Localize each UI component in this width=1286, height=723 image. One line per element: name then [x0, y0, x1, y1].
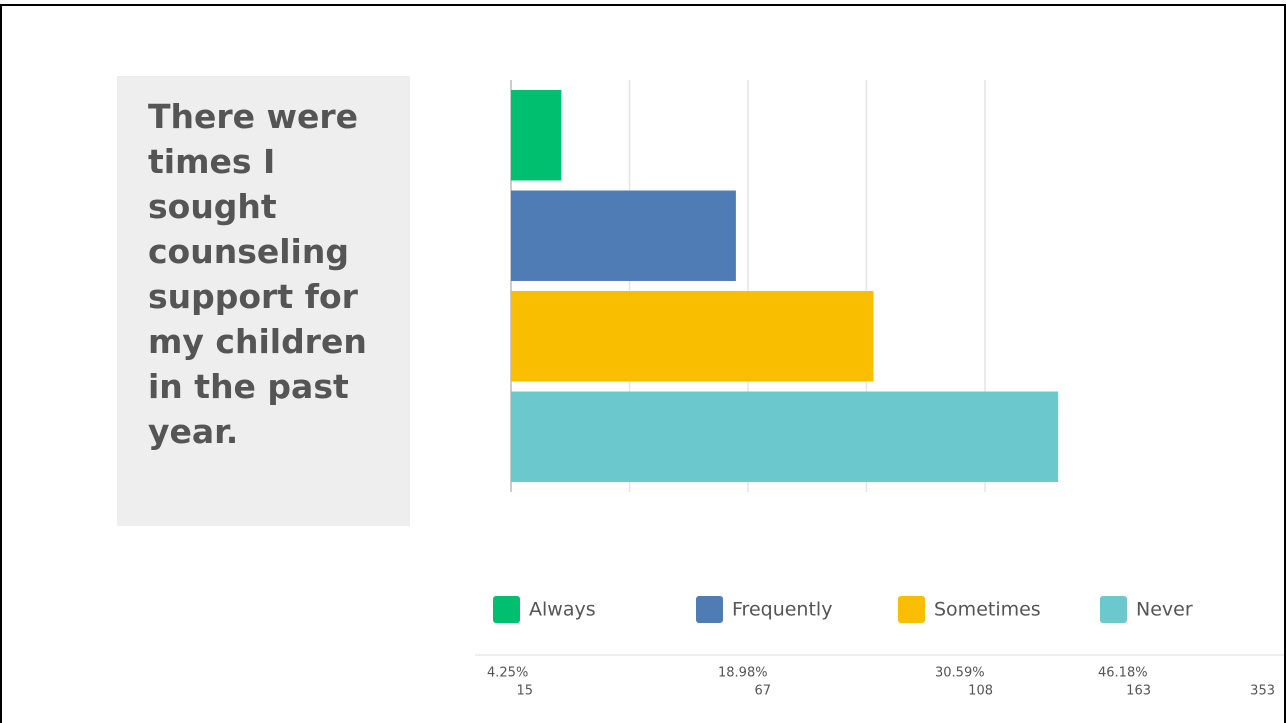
bar — [511, 190, 736, 281]
count-label: 108 — [968, 684, 993, 699]
bar — [511, 291, 874, 382]
percent-label: 30.59% — [935, 666, 985, 681]
chart: Always 4.25% 15 Frequently 18.98% 67 Sometimes… — [475, 76, 1284, 719]
slide: There were times I sought counseling sup… — [0, 4, 1286, 723]
total-label: 353 — [1250, 684, 1275, 699]
count-label: 163 — [1126, 684, 1151, 699]
count-label: 67 — [754, 684, 771, 699]
legend-swatch — [493, 596, 520, 623]
legend-label: Sometimes — [934, 599, 1041, 621]
bar — [511, 90, 562, 181]
legend-swatch — [696, 596, 723, 623]
percent-label: 18.98% — [718, 666, 768, 681]
legend-background — [475, 560, 1205, 719]
legend-swatch — [898, 596, 925, 623]
legend-label: Frequently — [732, 599, 832, 621]
count-label: 15 — [516, 684, 533, 699]
percent-label: 46.18% — [1098, 666, 1148, 681]
legend-swatch — [1100, 596, 1127, 623]
legend-label: Always — [529, 599, 596, 621]
question-title: There were times I sought counseling sup… — [117, 76, 410, 526]
bar — [511, 391, 1059, 482]
legend-label: Never — [1136, 599, 1193, 621]
percent-label: 4.25% — [487, 666, 528, 681]
